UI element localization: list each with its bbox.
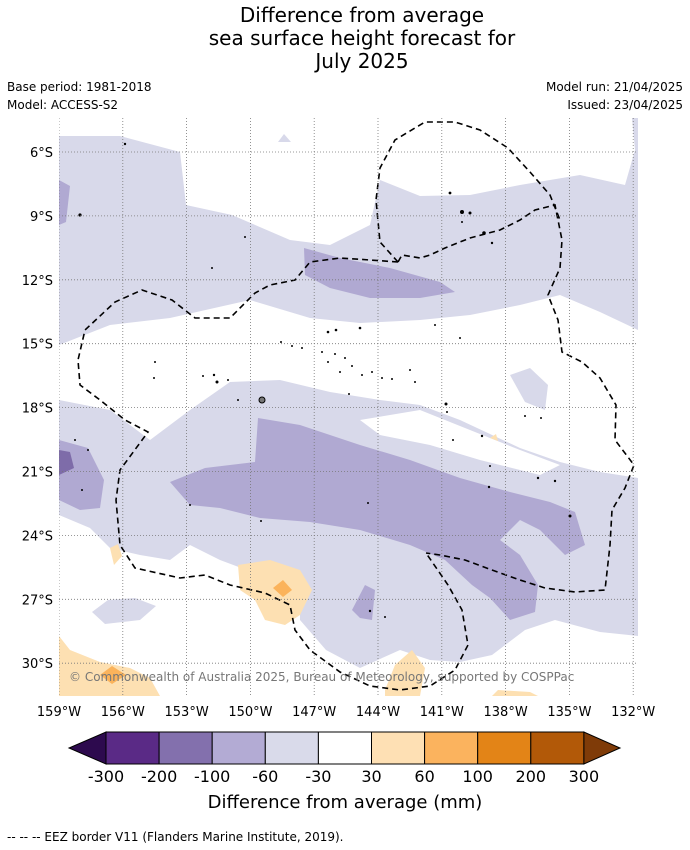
title-line-3: July 2025 xyxy=(315,49,409,73)
lon-label: 144°W xyxy=(356,705,400,720)
colorbar xyxy=(67,731,622,765)
lat-label: 21°S xyxy=(22,466,53,481)
title-line-1: Difference from average xyxy=(239,3,485,27)
lon-label: 132°W xyxy=(611,705,655,720)
anomaly-mid-nw xyxy=(59,180,70,225)
graticule xyxy=(59,118,638,696)
anomaly-pos-sw xyxy=(59,636,160,696)
base-period: Base period: 1981-2018 xyxy=(7,80,152,94)
issued-date: Issued: 23/04/2025 xyxy=(567,98,683,112)
meta-left: Base period: 1981-2018 Model: ACCESS-S2 xyxy=(7,78,152,114)
anomaly-pos-mid-sw xyxy=(100,666,126,684)
colorbar-segment xyxy=(211,731,266,765)
colorbar-arrow-high xyxy=(583,731,622,765)
colorbar-ticks: -300 -200 -100 -60 -30 30 60 100 200 300 xyxy=(88,767,599,786)
colorbar-segment xyxy=(530,731,585,765)
anomaly-dark-west xyxy=(59,450,74,475)
colorbar-tick-label: 300 xyxy=(569,767,600,786)
anomaly-mid-central xyxy=(170,418,585,620)
copyright-text: © Commonwealth of Australia 2025, Bureau… xyxy=(69,670,574,684)
lat-label: 15°S xyxy=(22,338,53,353)
colorbar-tick-label: -200 xyxy=(141,767,177,786)
colorbar-segment xyxy=(264,731,319,765)
title-line-2: sea surface height forecast for xyxy=(208,26,516,50)
lon-label: 159°W xyxy=(37,705,81,720)
colorbar-tick-label: -30 xyxy=(305,767,331,786)
islands xyxy=(74,142,572,618)
lon-label: 153°W xyxy=(165,705,209,720)
anomaly-light-patch-e xyxy=(510,368,548,410)
colorbar-segment xyxy=(158,731,213,765)
model-name: Model: ACCESS-S2 xyxy=(7,98,119,112)
longitude-labels: 159°W 156°W 153°W 150°W 147°W 144°W 141°W 138°W… xyxy=(37,705,656,720)
colorbar-tick-label: -60 xyxy=(252,767,278,786)
anomaly-pos-se xyxy=(492,690,538,696)
model-run: Model run: 21/04/2025 xyxy=(545,80,683,94)
latitude-labels: 6°S 9°S 12°S 15°S 18°S 21°S 24°S 27°S 30°S xyxy=(22,146,53,672)
colorbar-tick-label: 200 xyxy=(516,767,547,786)
lon-label: 147°W xyxy=(292,705,336,720)
anomaly-light-north xyxy=(59,118,638,345)
lat-label: 12°S xyxy=(22,274,53,289)
lon-label: 150°W xyxy=(228,705,272,720)
meta-right: Model run: 21/04/2025 Issued: 23/04/2025 xyxy=(546,78,683,114)
lon-label: 135°W xyxy=(547,705,591,720)
colorbar-tick-label: 100 xyxy=(462,767,493,786)
lat-label: 18°S xyxy=(22,402,53,417)
eez-border-west xyxy=(77,257,469,691)
eez-borders xyxy=(77,121,635,691)
colorbar-segment xyxy=(105,731,160,765)
lon-label: 156°W xyxy=(101,705,145,720)
lon-label: 138°W xyxy=(484,705,528,720)
lat-label: 9°S xyxy=(30,210,53,225)
anomaly-pos-w xyxy=(110,544,122,565)
chart-title: Difference from average sea surface heig… xyxy=(0,4,690,73)
colorbar-tick-label: 60 xyxy=(414,767,434,786)
anomaly-light-patch-sw xyxy=(92,598,156,624)
anomaly-neutral-gap xyxy=(360,410,560,475)
anomaly-pos-south xyxy=(385,650,425,696)
eez-border-north-loop xyxy=(375,121,561,263)
lat-label: 24°S xyxy=(22,529,53,544)
eez-footnote: -- -- -- EEZ border V11 (Flanders Marine… xyxy=(7,830,344,844)
colorbar-tick-label: 30 xyxy=(361,767,381,786)
lon-label: 141°W xyxy=(420,705,464,720)
anomaly-pos-south-central xyxy=(238,560,312,625)
anomaly-pos-e-small xyxy=(490,434,498,441)
colorbar-arrow-low xyxy=(67,731,107,765)
lat-label: 30°S xyxy=(22,657,53,672)
colorbar-tick-label: -100 xyxy=(194,767,230,786)
anomaly-mid-north xyxy=(304,248,455,298)
colorbar-label: Difference from average (mm) xyxy=(207,792,483,813)
eez-border-marquesas-tuamotu xyxy=(397,204,635,593)
colorbar-segment xyxy=(371,731,426,765)
colorbar-segment xyxy=(477,731,532,765)
anomaly-light-speck xyxy=(278,134,291,142)
lat-label: 27°S xyxy=(22,593,53,608)
colorbar-segment xyxy=(424,731,479,765)
lat-label: 6°S xyxy=(30,146,53,161)
map-plot-area: © Commonwealth of Australia 2025, Bureau… xyxy=(59,118,638,696)
anomaly-pos-mid-south-central xyxy=(273,580,292,597)
colorbar-segment xyxy=(317,731,372,765)
colorbar-tick-label: -300 xyxy=(88,767,124,786)
